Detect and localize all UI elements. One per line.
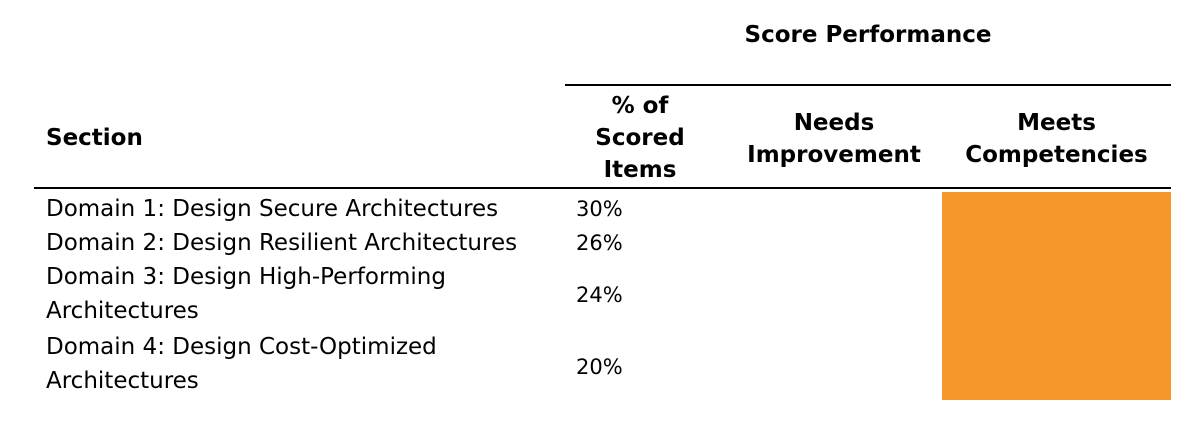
table-header-divider	[34, 187, 1171, 189]
section-cell: Domain 1: Design Secure Architectures	[46, 196, 499, 222]
score-performance-header: Score Performance	[744, 22, 992, 48]
pct-scored-items-column-header: % of Scored Items	[595, 93, 685, 183]
section-cell: Domain 3: Design High-Performing Archite…	[46, 264, 446, 324]
table-row: Domain 3: Design High-Performing Archite…	[34, 260, 1171, 330]
meets-competencies-bar	[942, 330, 1171, 400]
pct-cell: 24%	[576, 283, 623, 307]
table-row: Domain 1: Design Secure Architectures 30…	[34, 192, 1171, 226]
meets-competencies-bar	[942, 260, 1171, 330]
pct-cell: 30%	[576, 197, 623, 221]
section-cell: Domain 2: Design Resilient Architectures	[46, 230, 518, 256]
meets-competencies-bar	[942, 192, 1171, 226]
header-divider	[565, 84, 1171, 86]
needs-improvement-column-header: Needs Improvement	[747, 110, 921, 168]
table-row: Domain 2: Design Resilient Architectures…	[34, 226, 1171, 260]
section-column-header: Section	[46, 125, 143, 151]
meets-competencies-bar	[942, 226, 1171, 260]
meets-competencies-column-header: Meets Competencies	[965, 110, 1148, 168]
table-row: Domain 4: Design Cost-Optimized Architec…	[34, 330, 1171, 400]
pct-cell: 26%	[576, 231, 623, 255]
section-cell: Domain 4: Design Cost-Optimized Architec…	[46, 334, 437, 394]
pct-cell: 20%	[576, 355, 623, 379]
